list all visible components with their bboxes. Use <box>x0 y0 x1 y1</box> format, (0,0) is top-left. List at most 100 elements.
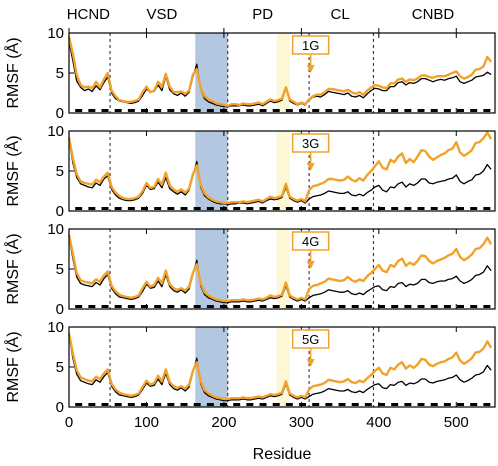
secondary-structure-bar <box>259 207 267 210</box>
y-axis-title: RMSF (Å) <box>3 135 22 206</box>
secondary-structure-bar <box>206 207 214 210</box>
secondary-structure-bar <box>259 109 267 112</box>
domain-label: PD <box>252 6 273 23</box>
x-tick-label: 400 <box>366 414 391 431</box>
mutant-label: 3G <box>302 136 319 151</box>
domain-label: VSD <box>147 6 178 23</box>
mutant-series-line <box>67 333 493 401</box>
y-tick-label: 0 <box>56 203 64 220</box>
secondary-structure-bar <box>338 403 346 406</box>
secondary-structure-bar <box>404 305 412 308</box>
secondary-structure-bar <box>180 207 188 210</box>
secondary-structure-bar <box>154 305 162 308</box>
secondary-structure-bar <box>127 403 135 406</box>
secondary-structure-bar <box>101 207 109 210</box>
secondary-structure-bar <box>75 305 83 308</box>
secondary-structure-bar <box>75 207 83 210</box>
secondary-structure-bar <box>417 403 425 406</box>
x-tick-label: 200 <box>211 414 236 431</box>
x-tick-label: 100 <box>134 414 159 431</box>
secondary-structure-bar <box>154 403 162 406</box>
secondary-structure-bar <box>391 305 399 308</box>
secondary-structure-bar <box>141 207 149 210</box>
shaded-region <box>195 327 228 407</box>
secondary-structure-bar <box>114 403 122 406</box>
rmsf-panel: 0 5 10 RMSF (Å) 3G <box>3 123 496 220</box>
mutant-label: 5G <box>302 332 319 347</box>
secondary-structure-bar <box>404 403 412 406</box>
y-tick-label: 10 <box>47 221 64 238</box>
secondary-structure-bar <box>167 109 175 112</box>
mutant-series-line <box>67 36 493 108</box>
secondary-structure-bar <box>404 207 412 210</box>
secondary-structure-bar <box>325 207 333 210</box>
secondary-structure-bar <box>272 109 280 112</box>
secondary-structure-bar <box>88 403 96 406</box>
secondary-structure-bar <box>233 207 241 210</box>
secondary-structure-bar <box>167 305 175 308</box>
secondary-structure-bar <box>417 109 425 112</box>
x-axis-title: Residue <box>253 446 312 463</box>
secondary-structure-bar <box>272 207 280 210</box>
secondary-structure-bar <box>338 207 346 210</box>
y-tick-label: 10 <box>47 123 64 140</box>
secondary-structure-bar <box>88 305 96 308</box>
secondary-structure-bar <box>167 403 175 406</box>
secondary-structure-bar <box>430 305 438 308</box>
mutant-label: 4G <box>302 234 319 249</box>
secondary-structure-bar <box>75 109 83 112</box>
x-tick-label: 500 <box>444 414 469 431</box>
shaded-region <box>195 229 228 309</box>
domain-label: CL <box>330 6 349 23</box>
rmsf-panel: 0 5 10 RMSF (Å) 1G <box>3 25 496 122</box>
secondary-structure-bar <box>246 305 254 308</box>
mutant-series-line <box>67 131 493 205</box>
secondary-structure-bar <box>299 403 307 406</box>
mutant-arrow-head <box>306 261 315 269</box>
secondary-structure-bar <box>430 403 438 406</box>
x-tick-label: 0 <box>65 414 73 431</box>
secondary-structure-bar <box>364 403 372 406</box>
secondary-structure-bar <box>351 109 359 112</box>
mutant-arrow-head <box>306 359 315 367</box>
rmsf-panel: 0 5 10 RMSF (Å) 4G <box>3 221 496 318</box>
y-tick-label: 0 <box>56 301 64 318</box>
secondary-structure-bar <box>483 207 491 210</box>
secondary-structure-bar <box>141 403 149 406</box>
secondary-structure-bar <box>193 305 201 308</box>
secondary-structure-bar <box>180 403 188 406</box>
secondary-structure-bar <box>246 403 254 406</box>
secondary-structure-bar <box>430 207 438 210</box>
secondary-structure-bar <box>127 207 135 210</box>
secondary-structure-bar <box>417 305 425 308</box>
secondary-structure-bar <box>299 207 307 210</box>
secondary-structure-bar <box>312 207 320 210</box>
secondary-structure-bar <box>127 109 135 112</box>
mutant-series-line <box>67 234 493 303</box>
secondary-structure-bar <box>483 305 491 308</box>
secondary-structure-bar <box>114 207 122 210</box>
secondary-structure-bar <box>483 109 491 112</box>
secondary-structure-bar <box>259 305 267 308</box>
secondary-structure-bar <box>299 109 307 112</box>
secondary-structure-bar <box>417 207 425 210</box>
secondary-structure-bar <box>325 109 333 112</box>
secondary-structure-bar <box>180 305 188 308</box>
secondary-structure-bar <box>443 403 451 406</box>
secondary-structure-bar <box>378 403 386 406</box>
x-tick-label: 300 <box>289 414 314 431</box>
secondary-structure-bar <box>193 403 201 406</box>
secondary-structure-bar <box>75 403 83 406</box>
y-axis-title: RMSF (Å) <box>3 233 22 304</box>
secondary-structure-bar <box>114 109 122 112</box>
secondary-structure-bar <box>364 207 372 210</box>
secondary-structure-bar <box>141 305 149 308</box>
secondary-structure-bar <box>470 305 478 308</box>
secondary-structure-bar <box>154 207 162 210</box>
secondary-structure-bar <box>312 109 320 112</box>
shaded-region <box>195 131 228 211</box>
secondary-structure-bar <box>233 305 241 308</box>
secondary-structure-bar <box>457 207 465 210</box>
secondary-structure-bar <box>246 109 254 112</box>
